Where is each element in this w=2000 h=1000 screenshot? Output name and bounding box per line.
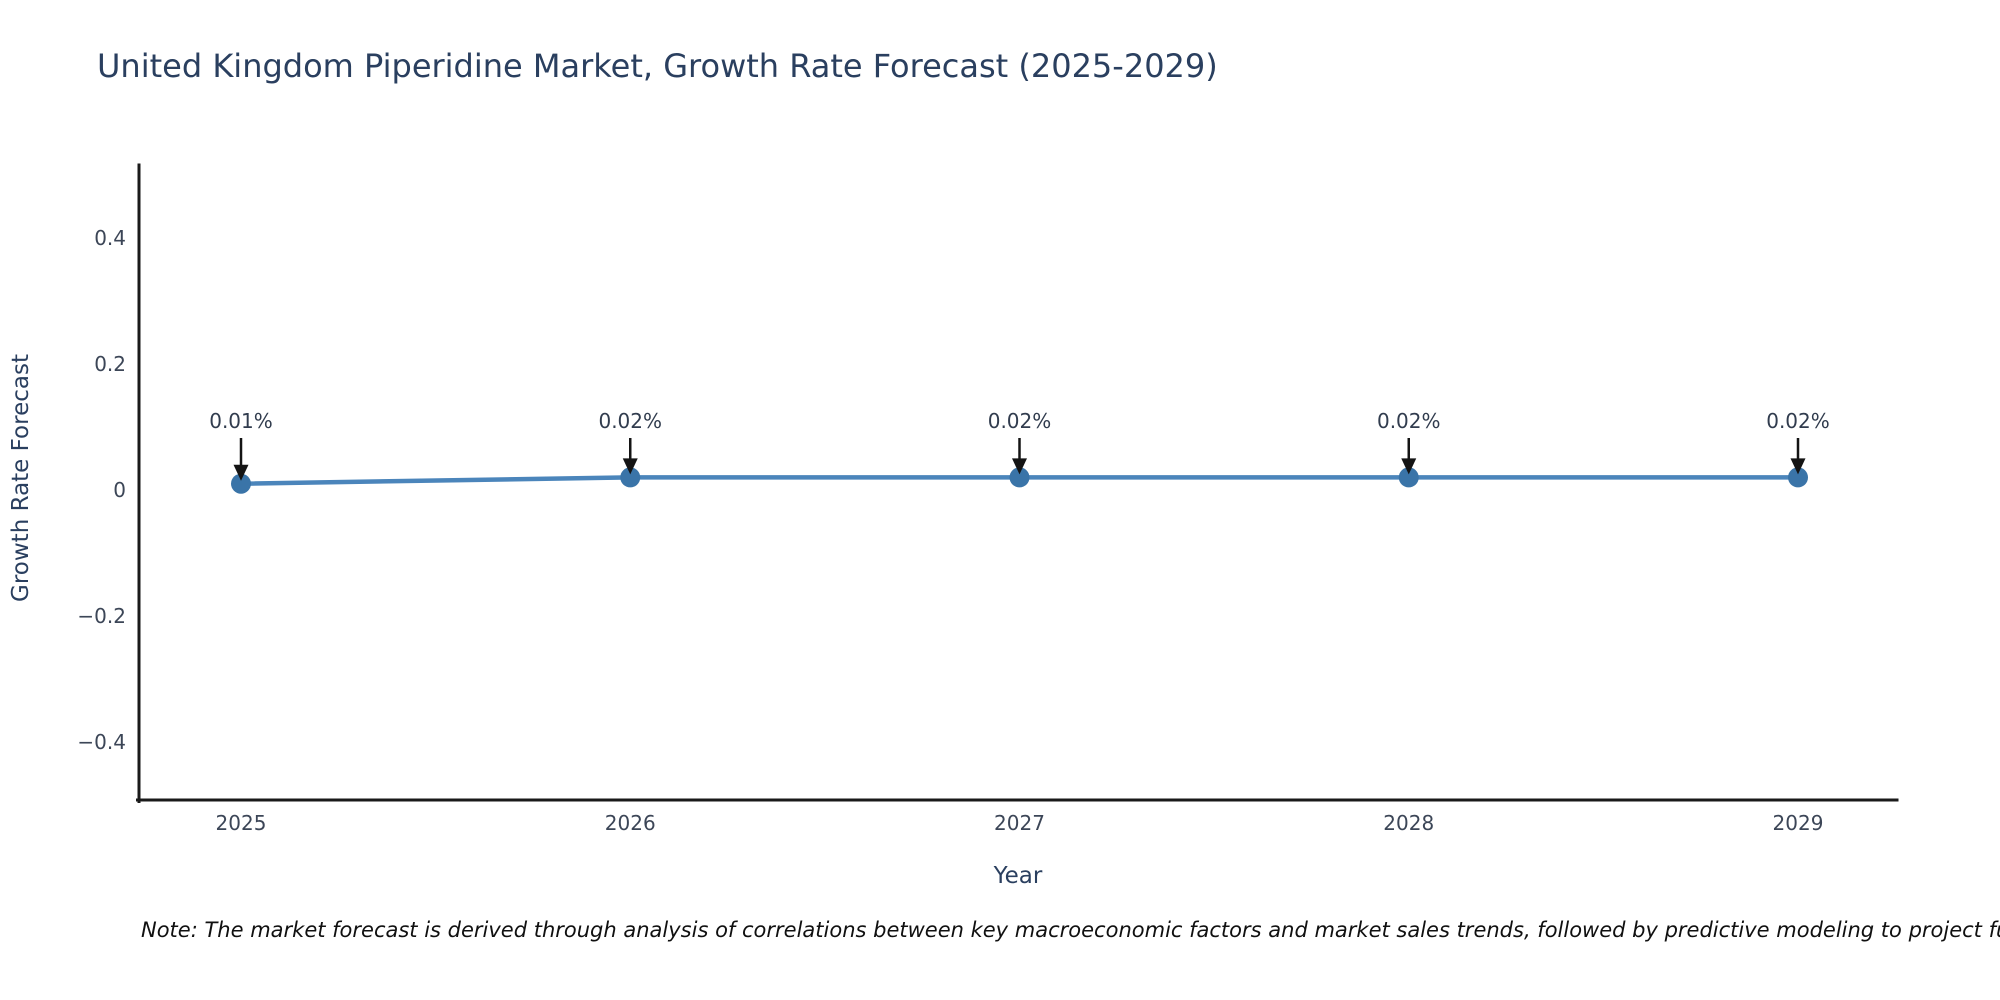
data-point-marker <box>1788 467 1808 488</box>
y-tick-label: −0.2 <box>77 604 126 628</box>
series <box>231 467 1808 494</box>
point-value-label: 0.02% <box>598 409 662 433</box>
annotation-arrowhead-icon <box>233 464 249 481</box>
point-value-label: 0.01% <box>209 409 273 433</box>
data-point-marker <box>620 467 641 488</box>
footnote: Note: The market forecast is derived thr… <box>141 918 2000 942</box>
point-value-label: 0.02% <box>1766 409 1830 433</box>
data-point-marker <box>231 473 251 494</box>
y-axis-title: Growth Rate Forecast <box>8 354 34 602</box>
point-value-label: 0.02% <box>1377 409 1441 433</box>
y-tick-labels: 0.4 0.2 0 −0.2 −0.4 <box>77 226 126 754</box>
chart-title: United Kingdom Piperidine Market, Growth… <box>97 47 1218 85</box>
y-tick-label: 0.2 <box>94 352 126 376</box>
point-value-label: 0.02% <box>988 409 1052 433</box>
y-tick-label: 0.4 <box>94 226 126 250</box>
annotation-arrowhead-icon <box>1790 458 1806 475</box>
x-tick-label: 2027 <box>994 811 1045 835</box>
x-tick-labels: 2025 2026 2027 2028 2029 <box>216 811 1824 835</box>
x-axis-title: Year <box>993 863 1043 889</box>
x-tick-label: 2028 <box>1383 811 1434 835</box>
annotation-arrowhead-icon <box>1401 458 1417 475</box>
x-tick-label: 2029 <box>1773 811 1824 835</box>
x-tick-label: 2026 <box>605 811 656 835</box>
data-point-marker <box>1009 467 1030 488</box>
annotation-arrowhead-icon <box>622 458 638 475</box>
data-point-marker <box>1398 467 1419 488</box>
annotation-arrowhead-icon <box>1012 458 1027 475</box>
x-tick-label: 2025 <box>216 811 267 835</box>
y-tick-label: 0 <box>113 478 126 502</box>
y-tick-label: −0.4 <box>77 730 126 754</box>
annotations: 0.01% 0.02% 0.02% 0.02% 0.02% <box>209 409 1830 481</box>
